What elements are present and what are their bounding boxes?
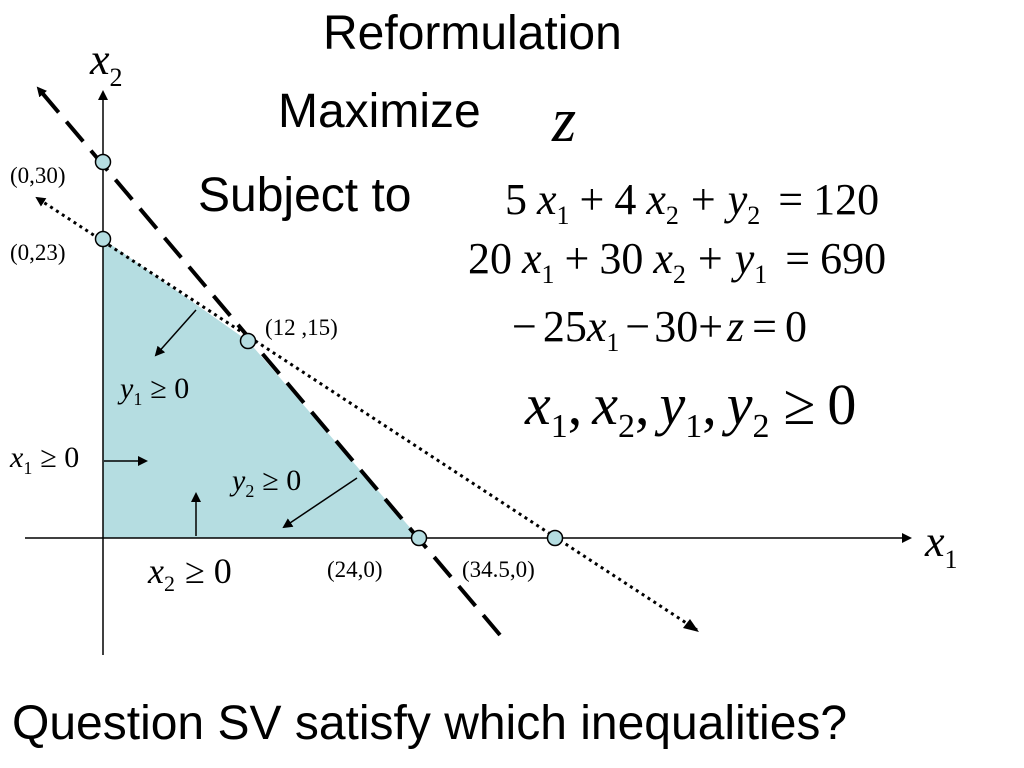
label-24-0: (24,0)	[327, 557, 383, 582]
label-0-23: (0,23)	[10, 240, 66, 265]
point-0-30	[94, 153, 112, 171]
label-12-15: (12 ,15)	[265, 315, 338, 340]
objective-var: z	[551, 87, 576, 155]
y1-nonneg-label: y1 ≥ 0	[117, 372, 189, 409]
maximize-label: Maximize	[278, 85, 481, 138]
y1-direction-arrow	[154, 309, 197, 357]
y2-direction-arrow	[282, 477, 358, 529]
constraint-line-dotted	[35, 196, 698, 632]
label-34-5-0: (34.5,0)	[462, 557, 535, 582]
y2-nonneg-label: y2 ≥ 0	[229, 464, 301, 501]
question-text: Question SV satisfy which inequalities?	[12, 697, 848, 750]
subject-to-label: Subject to	[198, 169, 412, 222]
point-24-0	[410, 529, 428, 547]
x2-nonneg-label: x2 ≥ 0	[147, 551, 232, 596]
nonnegativity-constraint: x1, x2, y1, y2 ≥0	[524, 372, 856, 445]
feasible-region	[103, 239, 419, 538]
equation-1: 5 x1 +4 x2 + y2 = 120	[505, 175, 879, 230]
dotted-line-end-arrow-icon	[683, 619, 699, 632]
point-12-15	[239, 332, 257, 350]
point-0-23	[94, 230, 112, 248]
point-34-5-0	[546, 529, 564, 547]
label-0-30: (0,30)	[10, 163, 66, 188]
equation-3: −25x1 −30+z = 0	[512, 302, 807, 357]
equation-2: 20 x1 +30 x2 + y1 = 690	[468, 234, 886, 289]
x1-nonneg-label: x1 ≥ 0	[9, 441, 79, 478]
x1-axis-label: x1	[924, 517, 958, 574]
slide-title: Reformulation	[323, 7, 622, 60]
x2-axis-label: x2	[89, 35, 123, 92]
